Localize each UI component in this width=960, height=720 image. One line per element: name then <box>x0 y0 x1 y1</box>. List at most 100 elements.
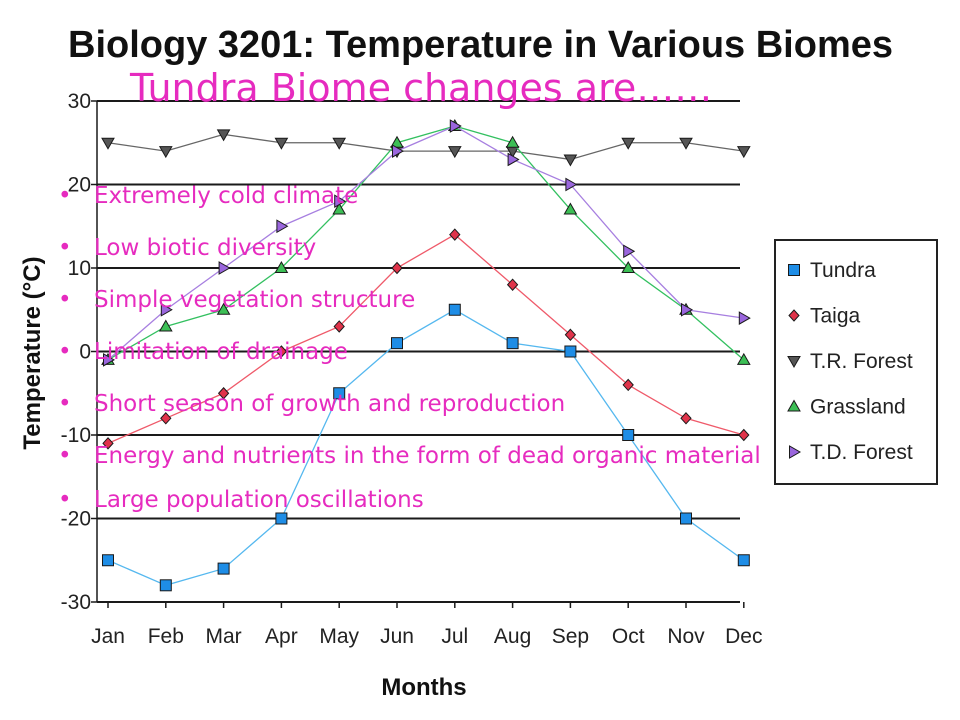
data-point <box>333 387 346 400</box>
series-tundra <box>102 303 750 592</box>
series-line <box>107 308 745 586</box>
bullet-dot-icon: • <box>58 235 72 261</box>
bullet-item: • Short season of growth and reproduction <box>58 389 848 419</box>
legend-marker-icon <box>789 445 802 459</box>
data-point <box>449 119 462 133</box>
data-point <box>334 194 347 209</box>
legend-box <box>774 239 938 485</box>
y-tick-label: 20 <box>68 174 91 197</box>
data-point <box>564 328 577 342</box>
legend-marker-icon <box>787 356 801 369</box>
x-tick-label: Aug <box>494 625 531 648</box>
x-tick-label: Sep <box>552 625 589 648</box>
data-point <box>565 177 578 192</box>
bullet-text: Energy and nutrients in the form of dead… <box>94 443 761 469</box>
x-tick-label: Apr <box>265 625 298 648</box>
x-tick-label: Dec <box>725 625 762 648</box>
bullet-dot-icon: • <box>58 487 72 513</box>
bullet-dot-icon: • <box>58 287 72 313</box>
data-point <box>737 554 750 567</box>
bullet-item: • Low biotic diversity <box>58 233 848 263</box>
data-point <box>216 129 231 142</box>
data-point <box>448 303 461 316</box>
x-tick-label: Mar <box>206 625 242 648</box>
data-point <box>449 228 461 241</box>
y-tick-label: 10 <box>68 257 91 280</box>
data-point <box>160 302 173 317</box>
data-point <box>102 437 114 450</box>
legend-marker-icon <box>787 399 801 412</box>
legend-item: Taiga <box>788 305 861 328</box>
bullet-dot-icon: • <box>58 183 72 209</box>
data-point <box>736 352 751 365</box>
bullet-text: Simple vegetation structure <box>94 287 416 313</box>
data-point <box>505 135 520 148</box>
data-point <box>158 319 173 332</box>
bullet-list: • Extremely cold climate • Low biotic diver… <box>58 181 848 537</box>
y-tick-label: 0 <box>79 341 91 364</box>
data-point <box>102 554 114 567</box>
x-tick-label: Jun <box>380 625 414 648</box>
data-point <box>276 219 289 234</box>
series-taiga <box>102 228 750 450</box>
data-point <box>391 261 403 275</box>
data-point <box>217 387 230 400</box>
data-point <box>447 146 462 159</box>
legend-label: T.R. Forest <box>810 350 913 373</box>
legend-item: T.D. Forest <box>789 441 913 464</box>
data-point <box>680 412 692 425</box>
legend-marker-icon <box>788 309 800 322</box>
data-point <box>621 260 636 273</box>
legend-item: T.R. Forest <box>787 350 913 373</box>
data-point <box>563 202 578 215</box>
chart-title: Biology 3201: Temperature in Various Bio… <box>68 24 893 66</box>
bullet-item: • Large population oscillations <box>58 485 848 515</box>
data-point <box>738 311 751 325</box>
x-axis-label: Months <box>381 674 466 701</box>
data-point <box>218 261 231 275</box>
data-point <box>621 137 636 150</box>
data-point <box>274 137 289 150</box>
data-point <box>679 137 693 150</box>
data-point <box>275 345 288 358</box>
slide-title: Tundra Biome changes are…… <box>130 66 713 110</box>
bullet-item: • Extremely cold climate <box>58 181 848 211</box>
bullet-item: • Energy and nutrients in the form of dea… <box>58 441 848 471</box>
data-point <box>101 137 115 150</box>
series-line <box>107 125 744 361</box>
y-tick-label: -30 <box>61 591 91 614</box>
grid-lines <box>97 100 740 603</box>
legend-marker-icon <box>788 264 800 276</box>
data-point <box>158 146 173 159</box>
data-point <box>332 202 347 215</box>
data-point <box>736 146 751 159</box>
bullet-text: Large population oscillations <box>94 487 424 513</box>
data-point <box>332 137 347 150</box>
data-point <box>738 428 750 442</box>
data-point <box>159 579 172 592</box>
data-point <box>622 378 634 392</box>
bullet-dot-icon: • <box>58 443 72 469</box>
bullet-text: Short season of growth and reproduction <box>94 391 566 417</box>
data-point <box>563 154 578 167</box>
series-line <box>107 233 744 444</box>
data-point <box>506 278 519 291</box>
x-tick-label: Oct <box>612 625 645 648</box>
data-point <box>506 337 519 350</box>
data-point <box>392 144 405 158</box>
series-t-d-forest <box>103 119 751 367</box>
data-point <box>333 320 345 333</box>
data-point <box>680 512 692 525</box>
bullet-text: Extremely cold climate <box>94 183 359 209</box>
y-axis-label: Temperature (°C) <box>19 256 46 449</box>
legend-label: Taiga <box>810 305 861 328</box>
bullet-item: • Limitation of drainage <box>58 337 848 367</box>
legend-item: Tundra <box>788 259 876 282</box>
x-tick-label: Jan <box>91 625 125 648</box>
data-point <box>507 152 520 167</box>
series-line <box>107 133 744 161</box>
data-point <box>103 352 116 367</box>
series-line <box>107 125 745 361</box>
